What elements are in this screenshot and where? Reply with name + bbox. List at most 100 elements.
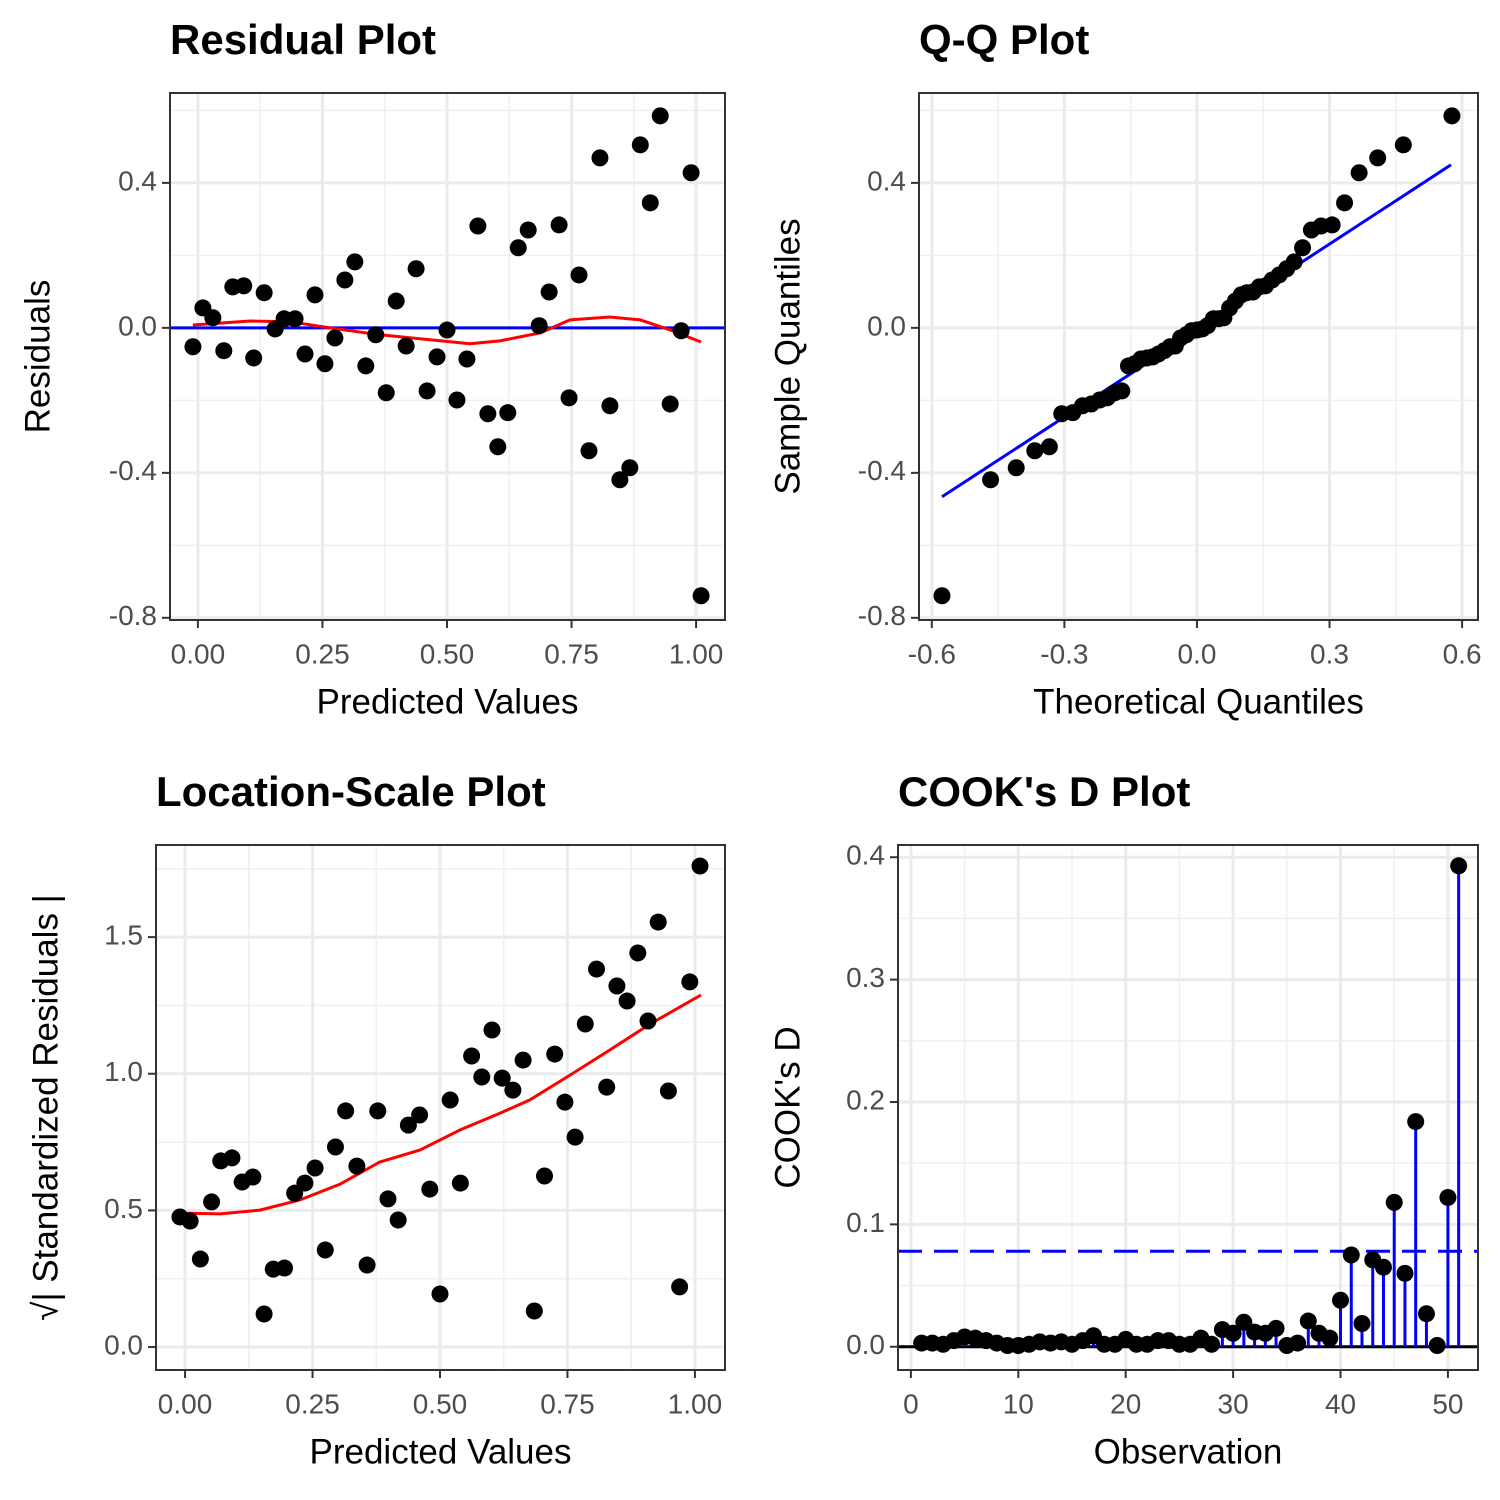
point: [629, 944, 647, 962]
point: [641, 194, 659, 212]
point: [296, 1174, 314, 1192]
point: [348, 1157, 366, 1175]
x-tick-label: 0.75: [544, 638, 599, 669]
point: [428, 348, 446, 366]
point: [418, 382, 436, 400]
point: [1428, 1337, 1446, 1355]
point: [556, 1093, 574, 1111]
point: [438, 321, 456, 339]
point: [451, 1174, 469, 1192]
point: [399, 1116, 417, 1134]
x-axis-label: Predicted Values: [309, 1432, 571, 1471]
x-tick-label: 40: [1325, 1388, 1356, 1419]
point: [458, 350, 476, 368]
x-tick-label: 0.50: [413, 1388, 468, 1419]
point: [598, 1078, 616, 1096]
chart-title: Location-Scale Plot: [156, 768, 546, 815]
panel-border: [155, 844, 726, 1371]
y-tick-label: 0.5: [104, 1193, 143, 1224]
point: [181, 1212, 199, 1230]
x-tick-label: -0.6: [908, 638, 956, 669]
y-tick-label: 1.5: [104, 919, 143, 950]
point: [580, 442, 598, 460]
chart-title: Residual Plot: [170, 16, 436, 63]
y-tick-label: -0.8: [858, 600, 906, 631]
y-tick-label: -0.4: [109, 455, 157, 486]
point: [493, 1069, 511, 1087]
point: [411, 1106, 429, 1124]
point: [692, 587, 710, 605]
point: [479, 405, 497, 423]
point: [1224, 1324, 1242, 1342]
point: [649, 913, 667, 931]
x-tick-label: 10: [1003, 1388, 1034, 1419]
point: [377, 384, 395, 402]
point: [431, 1285, 449, 1303]
point: [1353, 1314, 1371, 1332]
point: [1407, 1113, 1425, 1131]
point: [691, 857, 709, 875]
point: [661, 395, 679, 413]
point: [1235, 1313, 1253, 1331]
point: [933, 587, 951, 605]
point: [671, 1278, 689, 1296]
point: [1040, 438, 1058, 456]
point: [379, 1190, 397, 1208]
point: [1439, 1188, 1457, 1206]
point: [337, 1102, 355, 1120]
point: [369, 1102, 387, 1120]
x-tick-label: 0.6: [1443, 638, 1482, 669]
point: [215, 342, 233, 360]
y-tick-label: 1.0: [104, 1056, 143, 1087]
x-tick-label: 0.75: [540, 1388, 595, 1419]
point: [184, 338, 202, 356]
point: [306, 286, 324, 304]
point: [608, 977, 626, 995]
y-tick-label: 0.0: [846, 1329, 885, 1360]
point: [255, 1305, 273, 1323]
x-tick-label: 0.25: [295, 638, 350, 669]
point: [651, 107, 669, 125]
point: [566, 1128, 584, 1146]
point: [441, 1091, 459, 1109]
x-tick-label: 1.00: [669, 638, 724, 669]
point: [1417, 1305, 1435, 1323]
point: [576, 1015, 594, 1033]
point: [473, 1068, 491, 1086]
y-axis-label: Sample Quantiles: [768, 218, 807, 494]
plot-background: [898, 845, 1478, 1370]
point: [1396, 1264, 1414, 1282]
point: [358, 1256, 376, 1274]
panel-border: [918, 92, 1479, 621]
x-axis-label: Theoretical Quantiles: [1033, 682, 1364, 721]
x-tick-label: 50: [1432, 1388, 1463, 1419]
point: [1369, 149, 1387, 167]
point: [203, 1193, 221, 1211]
point: [1323, 216, 1341, 234]
point: [204, 309, 222, 327]
point: [682, 164, 700, 182]
point: [306, 1159, 324, 1177]
point: [223, 1149, 241, 1167]
x-tick-label: 0: [903, 1388, 919, 1419]
point: [448, 391, 466, 409]
point: [326, 329, 344, 347]
point: [235, 277, 253, 295]
point: [463, 1047, 481, 1065]
point: [550, 216, 568, 234]
point: [397, 337, 415, 355]
x-tick-label: 0.3: [1310, 638, 1349, 669]
point: [244, 1168, 262, 1186]
point: [659, 1082, 677, 1100]
point: [588, 960, 606, 978]
point: [621, 459, 639, 477]
y-tick-label: 0.2: [846, 1084, 885, 1115]
point: [1321, 1329, 1339, 1347]
point: [504, 1081, 522, 1099]
point: [326, 1138, 344, 1156]
point: [681, 973, 699, 991]
point: [1336, 194, 1354, 212]
point: [536, 1167, 554, 1185]
chart-title: Q-Q Plot: [919, 16, 1089, 63]
x-tick-label: 0.25: [285, 1388, 340, 1419]
